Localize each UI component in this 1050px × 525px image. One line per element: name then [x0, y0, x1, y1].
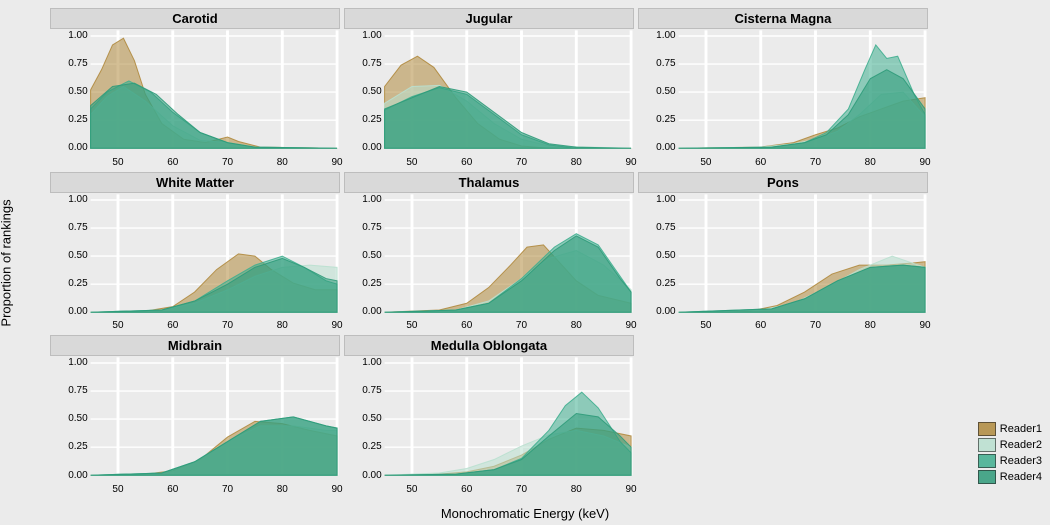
panel-title: White Matter	[50, 172, 340, 193]
panel-thalamus: Thalamus0.000.250.500.751.005060708090	[342, 170, 636, 334]
legend-label: Reader1	[1000, 423, 1042, 435]
panel-title: Thalamus	[344, 172, 634, 193]
legend-swatch	[978, 438, 996, 452]
plot-area: 0.000.250.500.751.005060708090	[50, 356, 340, 495]
panel-title: Medulla Oblongata	[344, 335, 634, 356]
panel-title: Cisterna Magna	[638, 8, 928, 29]
plot-area: 0.000.250.500.751.005060708090	[50, 193, 340, 332]
density-reader4	[91, 83, 337, 148]
y-axis-label: Proportion of rankings	[0, 199, 14, 326]
panel-medulla-oblongata: Medulla Oblongata0.000.250.500.751.00506…	[342, 333, 636, 497]
x-axis-label: Monochromatic Energy (keV)	[0, 506, 1050, 521]
density-reader4	[385, 87, 631, 149]
panel-jugular: Jugular0.000.250.500.751.005060708090	[342, 6, 636, 170]
figure: Proportion of rankings Monochromatic Ene…	[0, 0, 1050, 525]
density-reader4	[385, 414, 631, 476]
legend-label: Reader4	[1000, 471, 1042, 483]
panel-title: Carotid	[50, 8, 340, 29]
density-reader4	[679, 70, 925, 149]
plot-area: 0.000.250.500.751.005060708090	[638, 193, 928, 332]
legend: Reader1 Reader2 Reader3 Reader4	[978, 421, 1042, 485]
legend-swatch	[978, 470, 996, 484]
plot-area: 0.000.250.500.751.005060708090	[50, 29, 340, 168]
panel-midbrain: Midbrain0.000.250.500.751.005060708090	[48, 333, 342, 497]
legend-item-reader3: Reader3	[978, 453, 1042, 469]
plot-area: 0.000.250.500.751.005060708090	[344, 356, 634, 495]
legend-item-reader2: Reader2	[978, 437, 1042, 453]
panel-pons: Pons0.000.250.500.751.005060708090	[636, 170, 930, 334]
legend-item-reader1: Reader1	[978, 421, 1042, 437]
panel-cisterna-magna: Cisterna Magna0.000.250.500.751.00506070…	[636, 6, 930, 170]
legend-swatch	[978, 422, 996, 436]
panel-carotid: Carotid0.000.250.500.751.005060708090	[48, 6, 342, 170]
legend-swatch	[978, 454, 996, 468]
legend-item-reader4: Reader4	[978, 469, 1042, 485]
legend-label: Reader3	[1000, 455, 1042, 467]
density-reader4	[91, 417, 337, 475]
density-reader4	[679, 265, 925, 312]
facet-grid: Carotid0.000.250.500.751.005060708090Jug…	[48, 6, 930, 497]
legend-label: Reader2	[1000, 439, 1042, 451]
panel-title: Jugular	[344, 8, 634, 29]
panel-title: Midbrain	[50, 335, 340, 356]
plot-area: 0.000.250.500.751.005060708090	[344, 29, 634, 168]
panel-title: Pons	[638, 172, 928, 193]
plot-area: 0.000.250.500.751.005060708090	[638, 29, 928, 168]
plot-area: 0.000.250.500.751.005060708090	[344, 193, 634, 332]
panel-white-matter: White Matter0.000.250.500.751.0050607080…	[48, 170, 342, 334]
